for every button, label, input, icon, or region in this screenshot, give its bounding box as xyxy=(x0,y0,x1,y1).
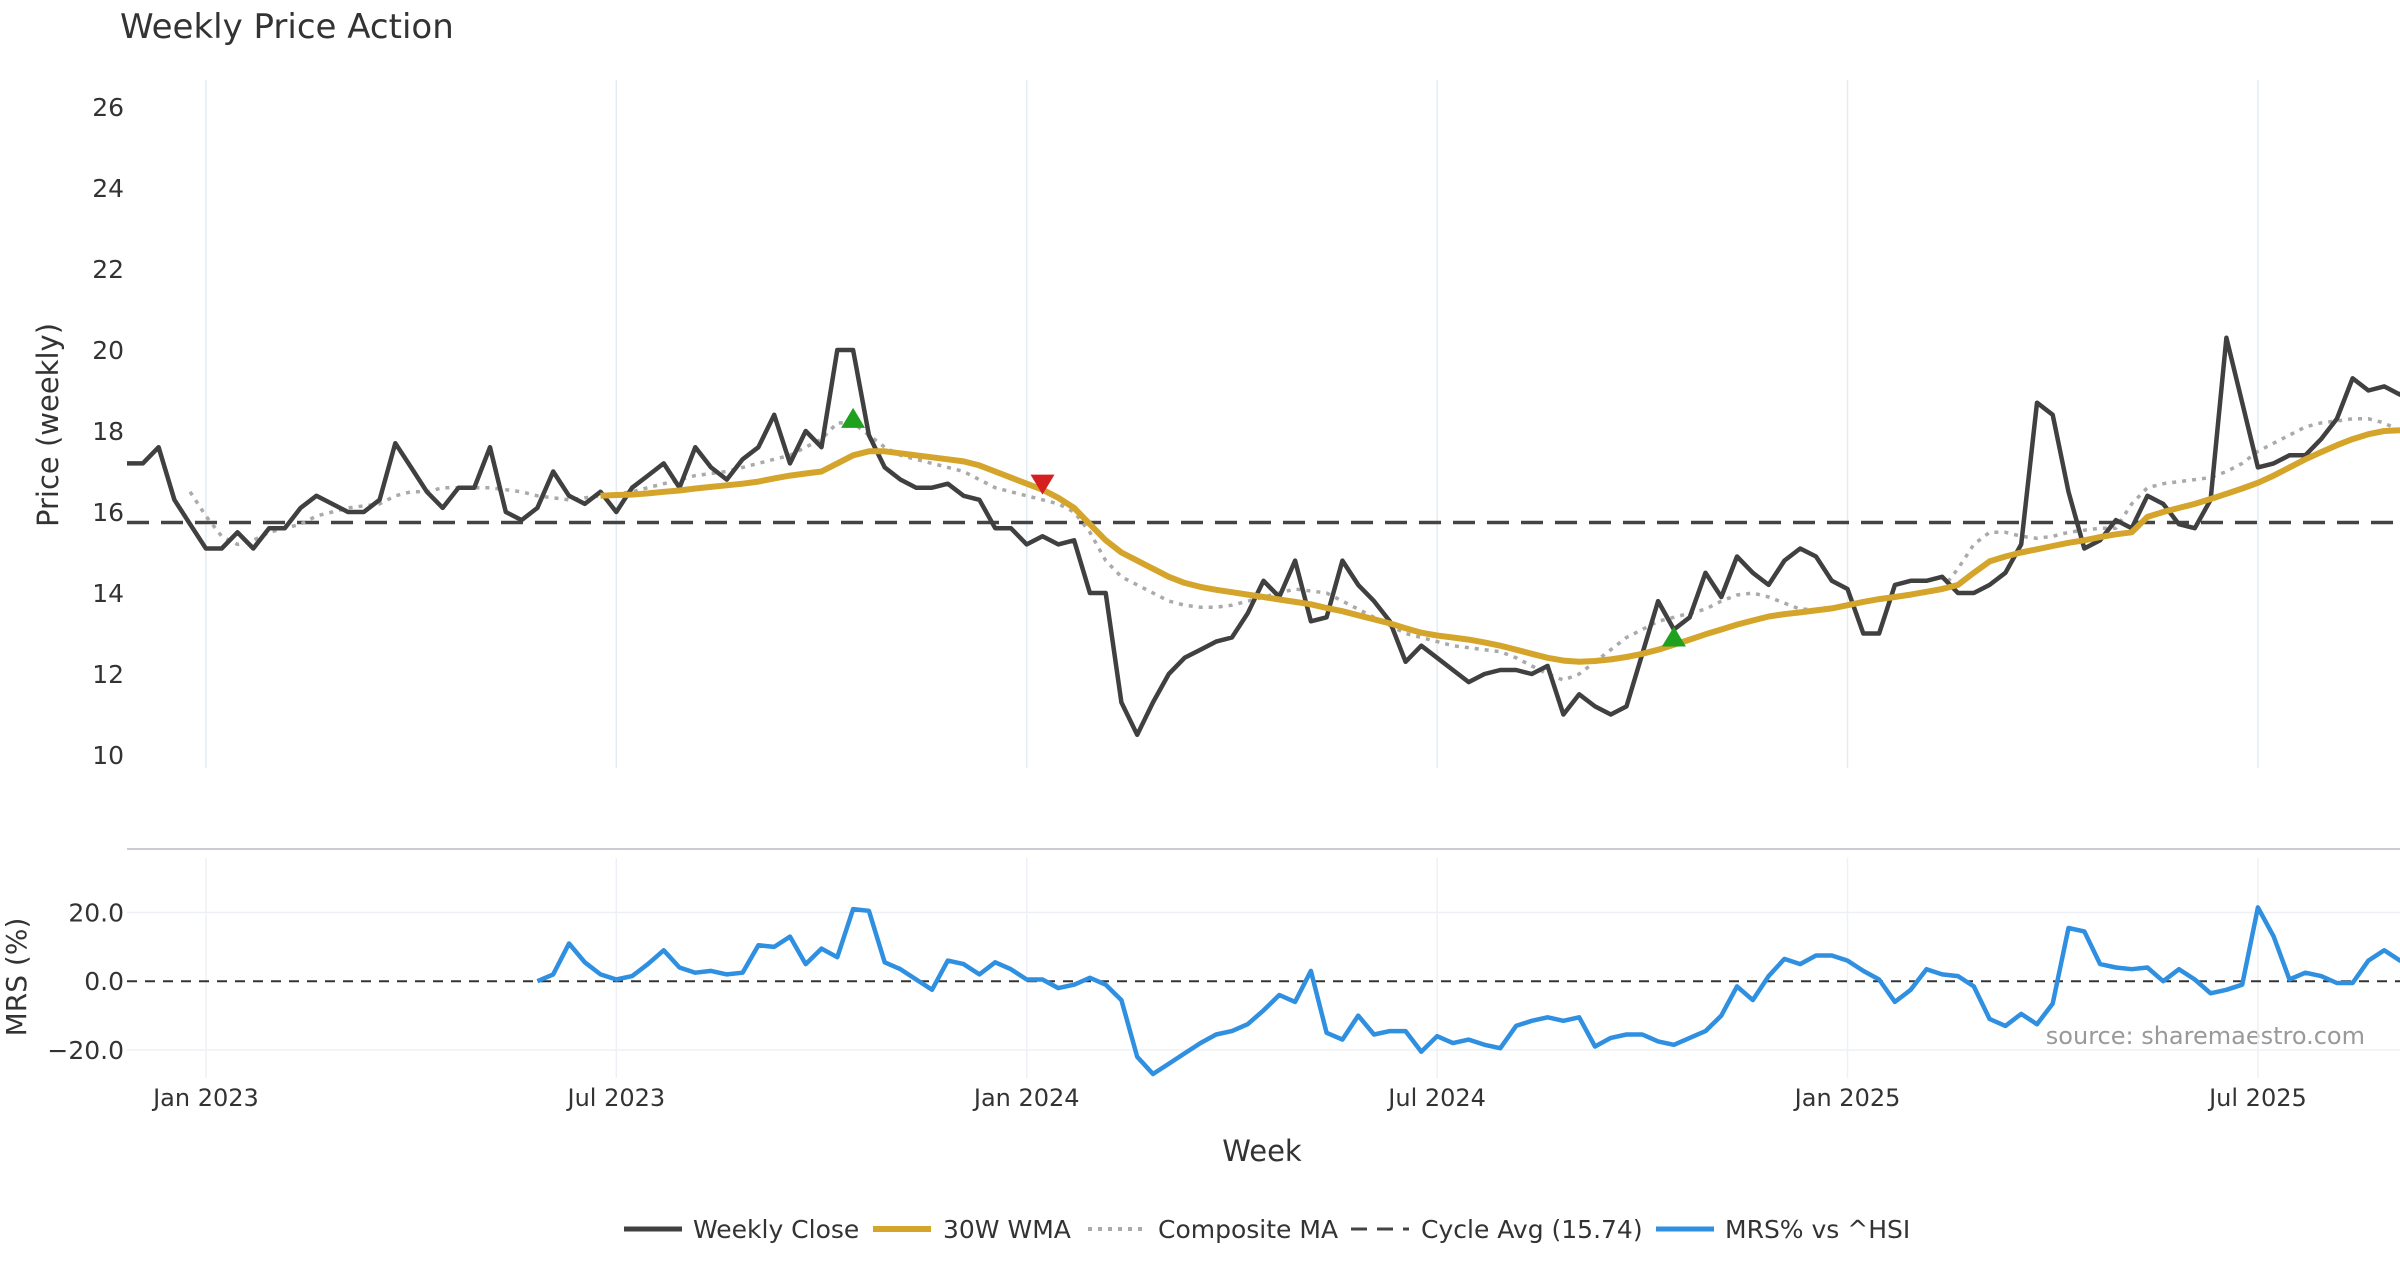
weekly-close-line xyxy=(127,115,2400,735)
price-tick-label: 14 xyxy=(92,579,124,608)
chart-title: Weekly Price Action xyxy=(120,7,454,47)
x-axis-ticks: Jan 2023 Jul 2023 Jan 2024 Jul 2024 Jan 2025… xyxy=(151,1084,2307,1112)
legend-label-30w-wma: 30W WMA xyxy=(943,1215,1071,1244)
legend-label-cycle-avg: Cycle Avg (15.74) xyxy=(1421,1215,1643,1244)
x-tick-label: Jan 2023 xyxy=(151,1084,259,1112)
y-axis-label-price: Price (weekly) xyxy=(31,323,65,527)
series-layer xyxy=(127,115,2400,1074)
price-tick-label: 26 xyxy=(92,93,124,122)
y-axis-label-mrs: MRS (%) xyxy=(0,918,33,1037)
buy-signal-marker xyxy=(841,408,865,428)
price-tick-label: 16 xyxy=(92,498,124,527)
price-tick-label: 22 xyxy=(92,255,124,284)
source-annotation: source: sharemaestro.com xyxy=(2046,1022,2365,1050)
x-tick-label: Jan 2024 xyxy=(972,1084,1080,1112)
legend-label-weekly-close: Weekly Close xyxy=(693,1215,859,1244)
legend-label-composite-ma: Composite MA xyxy=(1158,1215,1338,1244)
mrs-tick-label: 20.0 xyxy=(68,899,124,928)
mrs-tick-label: −20.0 xyxy=(47,1036,124,1065)
wma-30w-line xyxy=(601,360,2400,662)
legend-label-mrs: MRS% vs ^HSI xyxy=(1725,1215,1910,1244)
mrs-axis-ticks: 20.0 0.0 −20.0 xyxy=(47,899,124,1065)
price-tick-label: 18 xyxy=(92,417,124,446)
x-tick-label: Jul 2024 xyxy=(1386,1084,1486,1112)
price-tick-label: 20 xyxy=(92,336,124,365)
x-axis-label: Week xyxy=(1222,1134,1302,1168)
x-tick-label: Jul 2025 xyxy=(2207,1084,2307,1112)
price-tick-label: 10 xyxy=(92,741,124,770)
legend: Weekly Close 30W WMA Composite MA Cycle … xyxy=(624,1215,1910,1244)
price-tick-label: 24 xyxy=(92,174,124,203)
x-tick-label: Jul 2023 xyxy=(565,1084,665,1112)
buy-signal-marker xyxy=(1662,627,1686,647)
price-axis-ticks: 10 12 14 16 18 20 22 24 26 xyxy=(92,93,124,770)
x-tick-label: Jan 2025 xyxy=(1793,1084,1901,1112)
price-tick-label: 12 xyxy=(92,660,124,689)
signal-layer xyxy=(841,408,1686,647)
mrs-tick-label: 0.0 xyxy=(84,967,124,996)
